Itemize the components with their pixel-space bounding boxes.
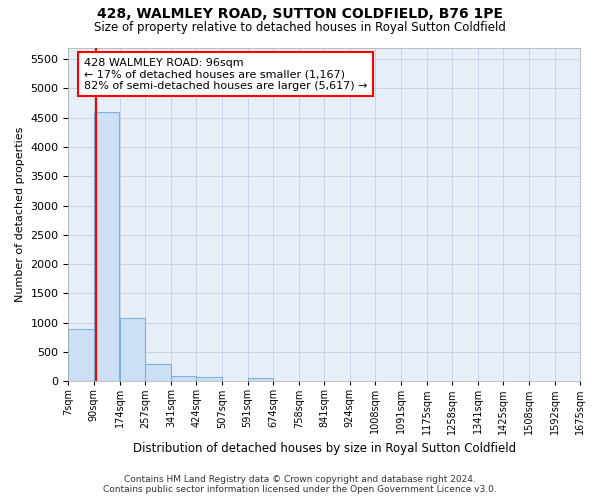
Text: 428 WALMLEY ROAD: 96sqm
← 17% of detached houses are smaller (1,167)
82% of semi: 428 WALMLEY ROAD: 96sqm ← 17% of detache…	[84, 58, 367, 90]
Y-axis label: Number of detached properties: Number of detached properties	[15, 126, 25, 302]
Text: 428, WALMLEY ROAD, SUTTON COLDFIELD, B76 1PE: 428, WALMLEY ROAD, SUTTON COLDFIELD, B76…	[97, 8, 503, 22]
X-axis label: Distribution of detached houses by size in Royal Sutton Coldfield: Distribution of detached houses by size …	[133, 442, 516, 455]
Text: Size of property relative to detached houses in Royal Sutton Coldfield: Size of property relative to detached ho…	[94, 21, 506, 34]
Bar	[145, 364, 170, 381]
Text: Contains HM Land Registry data © Crown copyright and database right 2024.
Contai: Contains HM Land Registry data © Crown c…	[103, 474, 497, 494]
Bar	[68, 328, 94, 381]
Bar	[171, 376, 196, 381]
Bar	[196, 377, 222, 381]
Bar	[119, 318, 145, 381]
Bar	[94, 112, 119, 381]
Bar	[248, 378, 273, 381]
